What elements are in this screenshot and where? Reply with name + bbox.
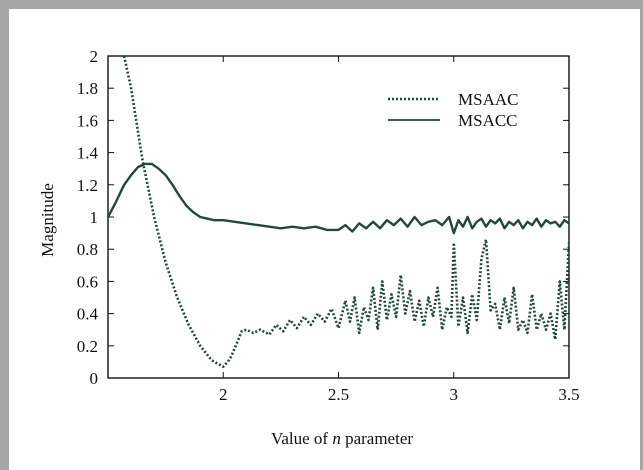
y-tick-label: 0.6: [77, 272, 98, 291]
legend-label-msaac: MSAAC: [458, 90, 518, 109]
series-line-msacc: [108, 162, 569, 235]
x-axis-title-prefix: Value of: [271, 429, 332, 448]
series-line-msaac: [122, 56, 569, 368]
x-axis-title-suffix: parameter: [341, 429, 414, 448]
y-tick-label: 1.2: [77, 176, 98, 195]
x-axis-title: Value of n parameter: [271, 429, 413, 448]
y-tick-label: 1.8: [77, 79, 98, 98]
y-tick-label: 1: [90, 208, 99, 227]
x-tick-label: 2.5: [328, 385, 349, 404]
x-tick-label: 3: [450, 385, 459, 404]
y-tick-label: 1.4: [77, 144, 99, 163]
x-tick-label: 2: [219, 385, 228, 404]
x-axis-title-variable: n: [332, 429, 341, 448]
y-tick-label: 2: [90, 47, 99, 66]
x-tick-label: 3.5: [558, 385, 579, 404]
ticks-layer: 0 0.2 0.4 0.6 0.8 1 1.2 1.4 1.6 1.8 2 2 2.5 3 3.5: [77, 47, 580, 404]
legend-label-msacc: MSACC: [458, 111, 518, 130]
y-tick-label: 0.2: [77, 337, 98, 356]
y-axis-title: Magnitude: [38, 183, 57, 257]
y-tick-label: 0: [90, 369, 99, 388]
series-layer: [108, 56, 569, 368]
y-tick-label: 0.4: [77, 305, 99, 324]
legend: MSAAC MSACC: [388, 90, 518, 130]
y-tick-label: 1.6: [77, 111, 98, 130]
y-tick-label: 0.8: [77, 240, 98, 259]
